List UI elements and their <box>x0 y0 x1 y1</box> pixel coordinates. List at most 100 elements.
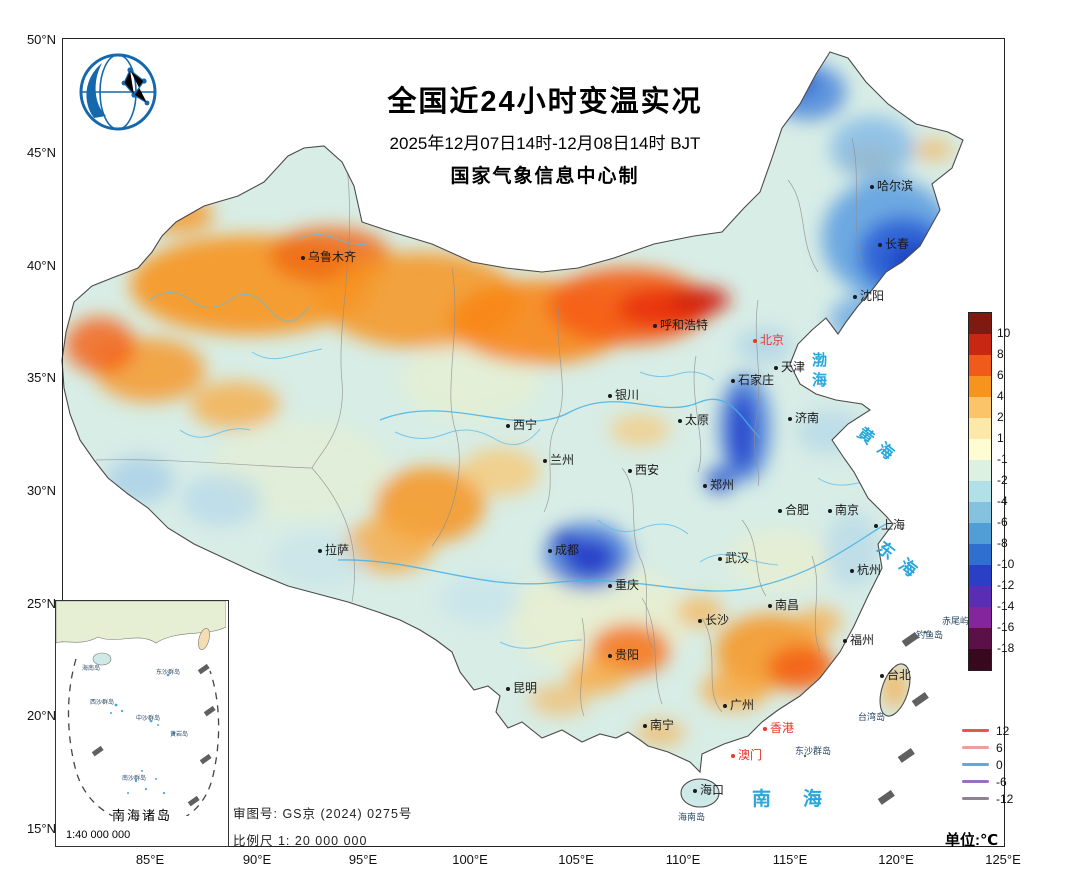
latitude-tick: 25°N <box>26 596 56 611</box>
isoline-item: 6 <box>962 739 1013 756</box>
latitude-tick: 40°N <box>26 258 56 273</box>
colorbar-swatch <box>969 397 991 418</box>
city-marker: 合肥 <box>778 501 809 518</box>
colorbar-label: 2 <box>997 410 1004 424</box>
city-label: 武汉 <box>725 551 750 565</box>
city-marker: 南昌 <box>768 596 799 613</box>
city-dot-icon <box>628 468 632 473</box>
inset-map-south-china-sea: 海南岛 东沙群岛 西沙群岛 中沙群岛 黄岩岛 南沙群岛 南海诸岛 1:40 000 000 <box>55 600 229 847</box>
city-marker: 贵阳 <box>608 646 639 663</box>
city-marker: 济南 <box>788 409 819 426</box>
latitude-tick: 45°N <box>26 145 56 160</box>
city-marker: 天津 <box>774 358 805 375</box>
colorbar-label: -6 <box>997 515 1008 529</box>
city-dot-icon <box>723 703 727 708</box>
colorbar-labels: 10 8 6 4 2 1 -1 -2 -4 -6 -8 -10 -12 -14 -16 -18 <box>997 323 1014 659</box>
city-marker: 拉萨 <box>318 541 349 558</box>
city-dot-icon <box>543 458 547 463</box>
city-label: 呼和浩特 <box>660 318 709 332</box>
latitude-tick: 15°N <box>26 821 56 836</box>
city-marker: 海口 <box>693 781 724 798</box>
longitude-tick: 110°E <box>665 852 701 867</box>
colorbar-label: -4 <box>997 494 1008 508</box>
inset-island-label: 东沙群岛 <box>156 670 181 676</box>
city-label: 西宁 <box>513 418 538 432</box>
river-lines <box>337 398 887 592</box>
inset-island-label: 黄岩岛 <box>170 732 189 738</box>
city-dot-icon <box>693 788 697 793</box>
city-dot-icon <box>878 242 882 247</box>
city-dot-icon <box>774 365 778 370</box>
city-marker: 石家庄 <box>731 371 774 388</box>
city-marker: 杭州 <box>850 561 881 578</box>
inset-island-label: 海南岛 <box>82 666 101 672</box>
sea-label-bohai: 渤海 <box>810 352 827 392</box>
longitude-tick: 95°E <box>348 852 378 867</box>
city-marker: 重庆 <box>608 576 639 593</box>
city-label: 上海 <box>881 518 906 532</box>
colorbar-swatch <box>969 460 991 481</box>
city-marker: 成都 <box>548 541 579 558</box>
city-marker: 哈尔滨 <box>870 177 913 194</box>
latitude-tick: 35°N <box>26 370 56 385</box>
city-label: 太原 <box>685 413 710 427</box>
isoline-label: 12 <box>996 723 1010 738</box>
colorbar-swatches <box>968 312 992 671</box>
city-label: 海口 <box>700 783 725 797</box>
isoline-item: -6 <box>962 773 1013 790</box>
colorbar-label: -2 <box>997 473 1008 487</box>
city-label: 澳门 <box>738 748 763 762</box>
page-title: 全国近24小时变温实况 <box>387 86 703 118</box>
city-dot-icon <box>870 184 874 189</box>
colorbar-swatch <box>969 502 991 523</box>
city-marker: 乌鲁木齐 <box>301 248 356 265</box>
city-marker: 沈阳 <box>853 287 884 304</box>
isoline-item: -12 <box>962 790 1013 807</box>
city-dot-icon <box>703 483 707 488</box>
city-label: 昆明 <box>513 681 538 695</box>
city-label: 杭州 <box>857 563 882 577</box>
colorbar-label: 6 <box>997 368 1004 382</box>
city-dot-icon <box>718 556 722 561</box>
city-marker: 北京 <box>753 331 784 348</box>
island-label: 赤尾屿 <box>942 616 970 626</box>
colorbar-label: -18 <box>997 641 1015 655</box>
colorbar-swatch <box>969 586 991 607</box>
small-islands <box>803 619 949 758</box>
longitude-tick: 100°E <box>452 852 488 867</box>
longitude-tick: 125°E <box>985 852 1021 867</box>
city-label: 沈阳 <box>860 289 885 303</box>
longitude-tick: 90°E <box>242 852 272 867</box>
city-dot-icon <box>828 508 832 513</box>
colorbar-label: -10 <box>997 557 1015 571</box>
city-marker: 西宁 <box>506 416 537 433</box>
city-label: 成都 <box>555 543 580 557</box>
isoline-label: 0 <box>996 757 1003 772</box>
city-label: 兰州 <box>550 453 575 467</box>
approval-number: 审图号: GS京 (2024) 0275号 <box>233 807 413 821</box>
city-label: 西安 <box>635 463 660 477</box>
city-label: 济南 <box>795 411 820 425</box>
city-marker: 长沙 <box>698 611 729 628</box>
latitude-tick: 50°N <box>26 32 56 47</box>
island-label: 台湾岛 <box>858 712 886 722</box>
colorbar-swatch <box>969 376 991 397</box>
city-marker: 上海 <box>874 516 905 533</box>
nmic-logo-icon <box>79 53 157 131</box>
city-marker: 西安 <box>628 461 659 478</box>
city-label: 乌鲁木齐 <box>308 250 357 264</box>
city-marker: 武汉 <box>718 549 749 566</box>
city-marker: 南京 <box>828 501 859 518</box>
city-dot-icon <box>506 686 510 691</box>
map-header: 全国近24小时变温实况 2025年12月07日14时-12月08日14时 BJT… <box>330 78 760 188</box>
city-dot-icon <box>643 723 647 728</box>
city-dot-icon <box>763 726 767 731</box>
inset-island-label: 中沙群岛 <box>136 716 161 722</box>
inset-map-canvas <box>56 601 226 816</box>
city-marker: 郑州 <box>703 476 734 493</box>
city-label: 台北 <box>887 668 912 682</box>
colorbar-swatch <box>969 544 991 565</box>
main-map-scale: 比例尺 1: 20 000 000 <box>233 834 368 848</box>
colorbar-swatch <box>969 334 991 355</box>
isoline-legend: 12 6 0 -6 -12 <box>962 722 1013 807</box>
